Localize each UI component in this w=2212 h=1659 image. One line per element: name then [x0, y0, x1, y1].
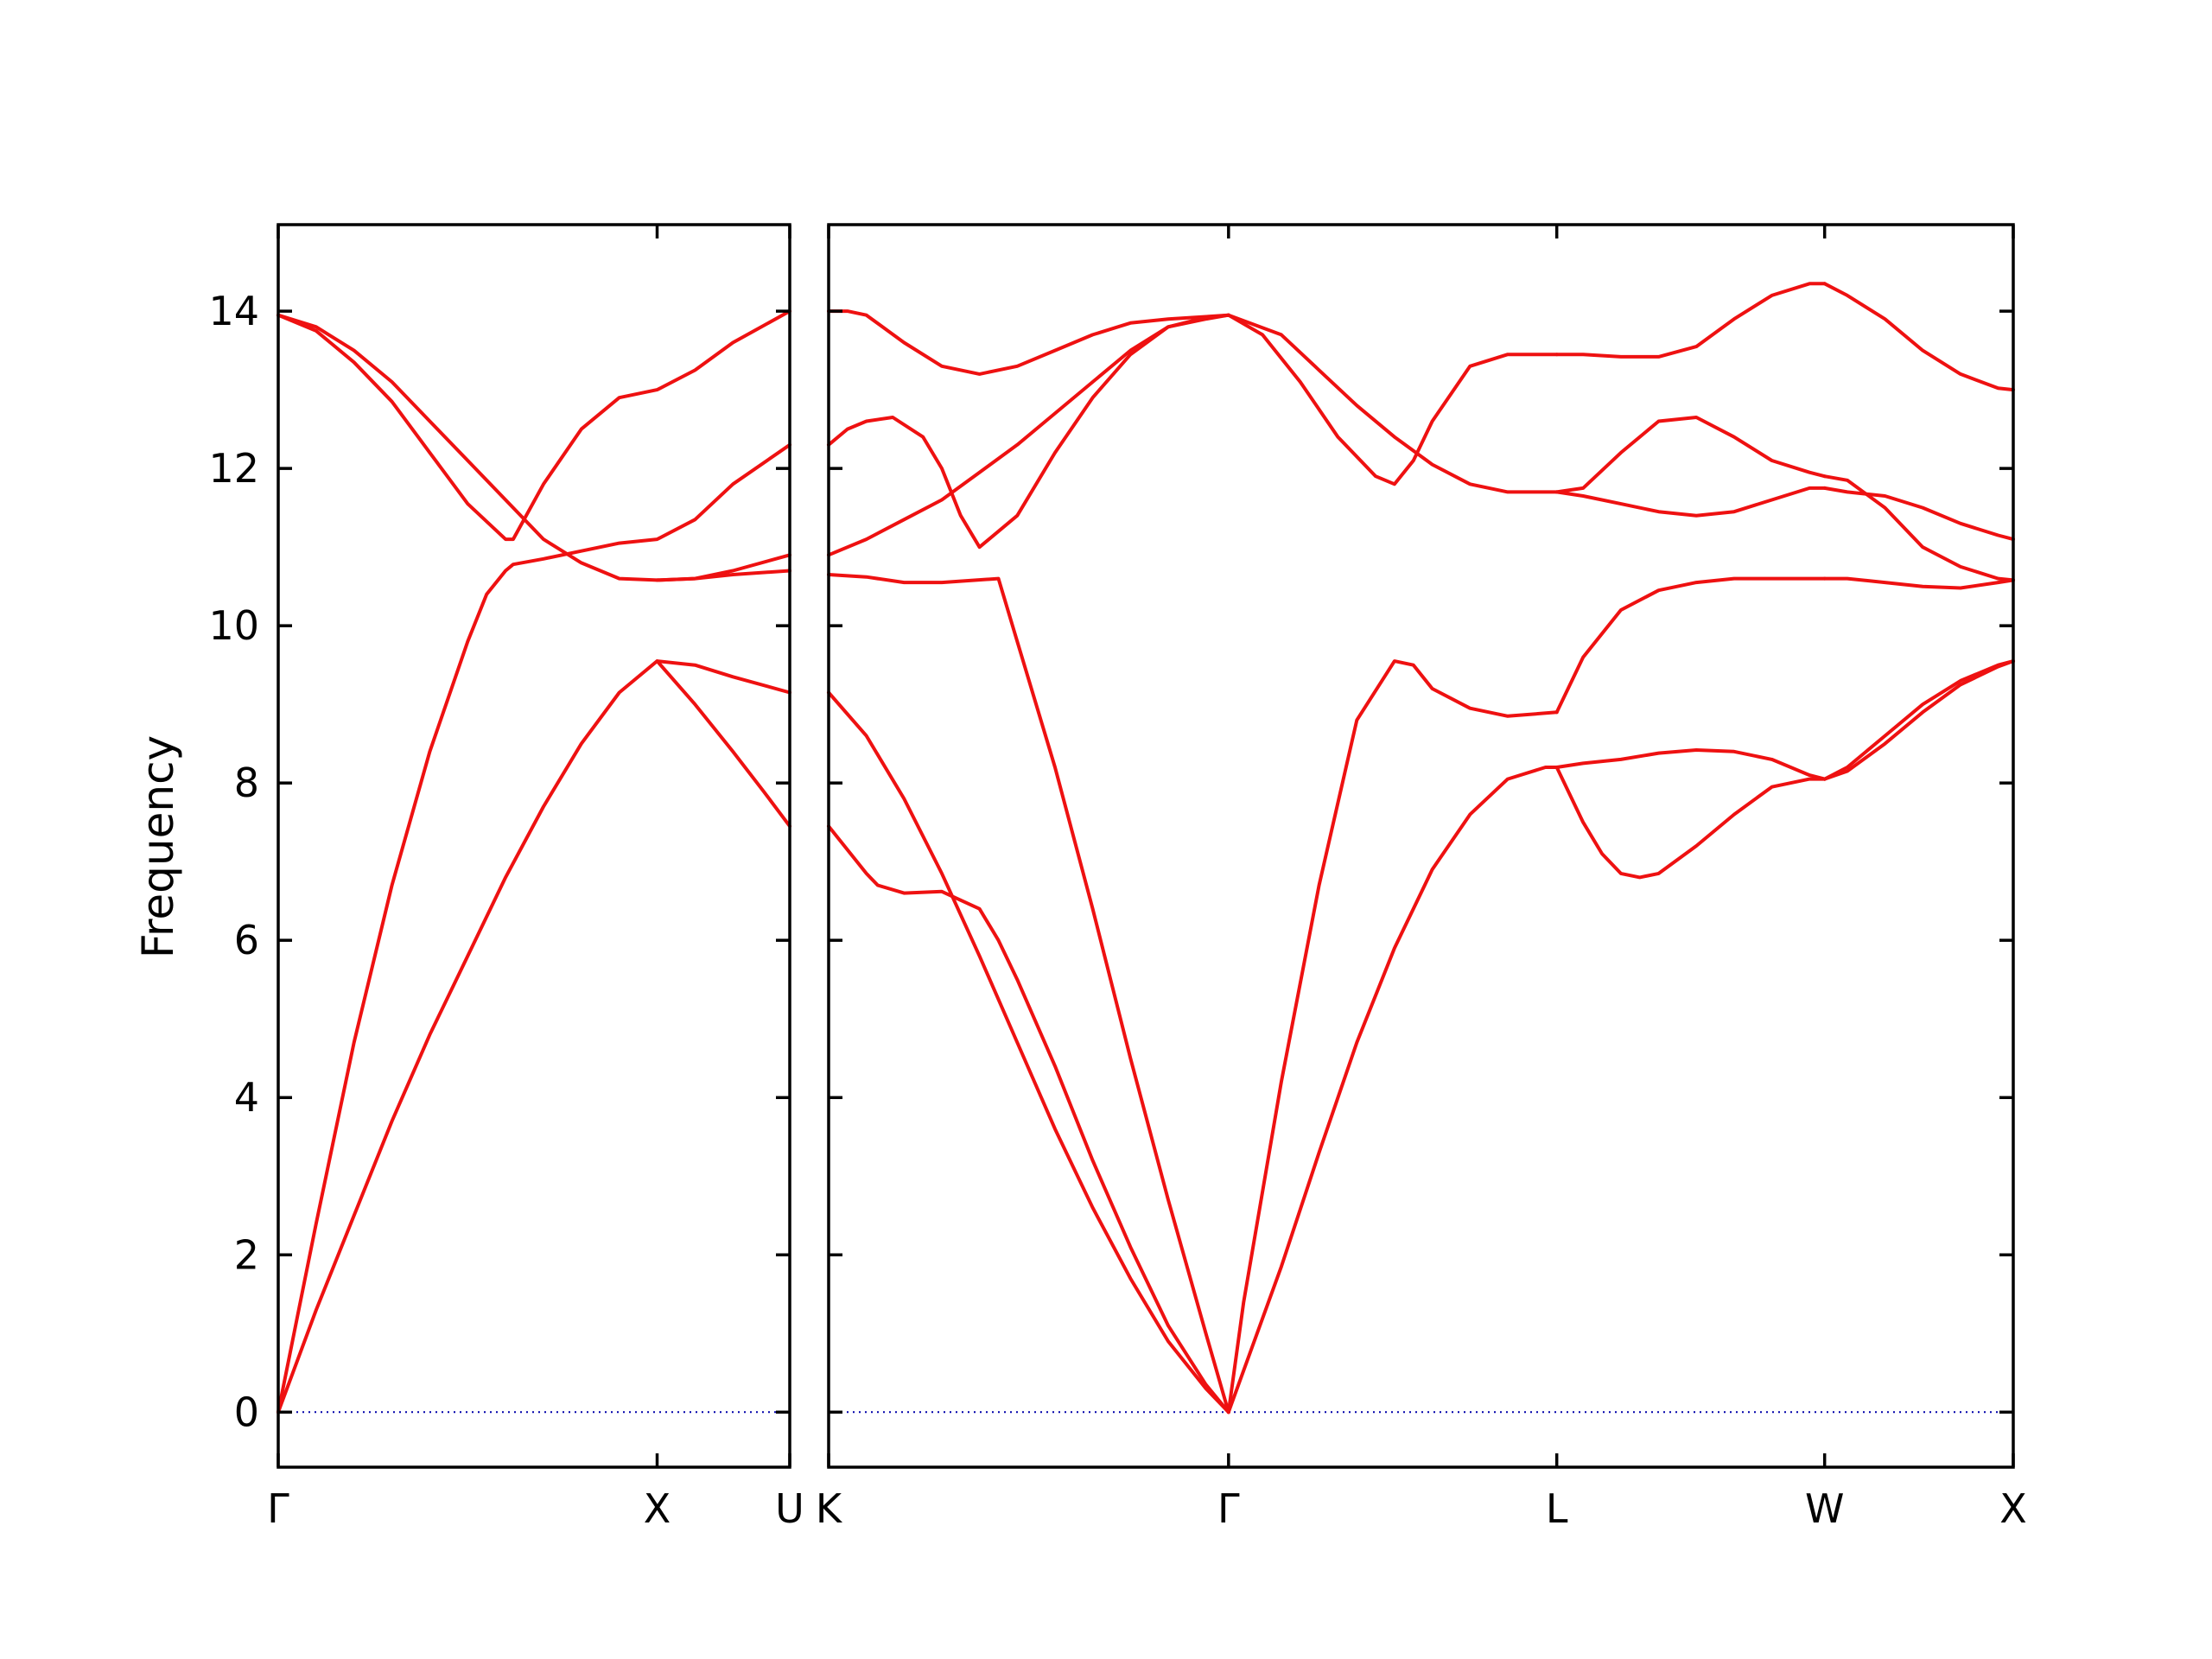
phonon-branch-line — [1554, 486, 1827, 518]
y-axis-label: Frequency — [133, 735, 183, 958]
phonon-branch-line — [276, 442, 791, 1414]
phonon-branch-line — [827, 313, 1230, 550]
y-tick-label: 6 — [234, 917, 259, 963]
phonon-branch-line — [1226, 766, 1559, 1414]
x-tick-label: X — [1999, 1485, 2027, 1532]
phonon-branch-line — [827, 690, 1230, 1414]
phonon-branch-line — [1554, 416, 1827, 494]
phonon-branch-line — [1822, 282, 2015, 392]
x-tick-label: X — [644, 1485, 671, 1532]
x-tick-label: K — [816, 1485, 843, 1532]
phonon-branch-line — [1554, 748, 1827, 781]
phonon-branch-line — [827, 824, 1230, 1414]
y-tick-label: 10 — [208, 602, 259, 649]
phonon-branch-line — [276, 659, 791, 1414]
x-tick-label: Γ — [1217, 1485, 1240, 1532]
left-band-panel: 0 2 4 6 8 10 12 14 Γ X U — [208, 223, 804, 1532]
phonon-branch-line — [655, 553, 791, 582]
y-tick-label: 0 — [234, 1389, 259, 1435]
x-tick-label: L — [1546, 1485, 1568, 1532]
x-tick-label: Γ — [267, 1485, 289, 1532]
phonon-branch-line — [827, 313, 1230, 557]
plot-frame — [827, 223, 2015, 1469]
phonon-branch-line — [827, 573, 1230, 1414]
phonon-branch-line — [276, 313, 791, 582]
phonon-branch-line — [1554, 282, 1827, 359]
phonon-branch-line — [1554, 576, 1827, 715]
y-tick-label: 2 — [234, 1231, 259, 1278]
y-tick-label: 14 — [208, 288, 259, 334]
phonon-branch-line — [1226, 313, 1559, 486]
phonon-branch-line — [1554, 766, 1827, 880]
y-tick-label: 4 — [234, 1074, 259, 1121]
phonon-branch-line — [1822, 659, 2015, 781]
phonon-branch-line — [1822, 474, 2015, 582]
phonon-branch-line — [655, 659, 791, 829]
phonon-branch-line — [1226, 313, 1559, 494]
phonon-branch-line — [1822, 576, 2015, 590]
phonon-branch-line — [827, 309, 1230, 376]
plot-frame — [276, 223, 791, 1469]
x-tick-label: U — [775, 1485, 804, 1532]
phonon-branch-line — [1822, 486, 2015, 542]
phonon-branch-line — [276, 309, 791, 542]
phonon-branch-line — [1822, 659, 2015, 781]
x-tick-label: W — [1805, 1485, 1844, 1532]
y-tick-label: 12 — [208, 445, 259, 492]
y-tick-label: 8 — [234, 760, 259, 806]
phonon-branch-line — [1226, 659, 1559, 1414]
